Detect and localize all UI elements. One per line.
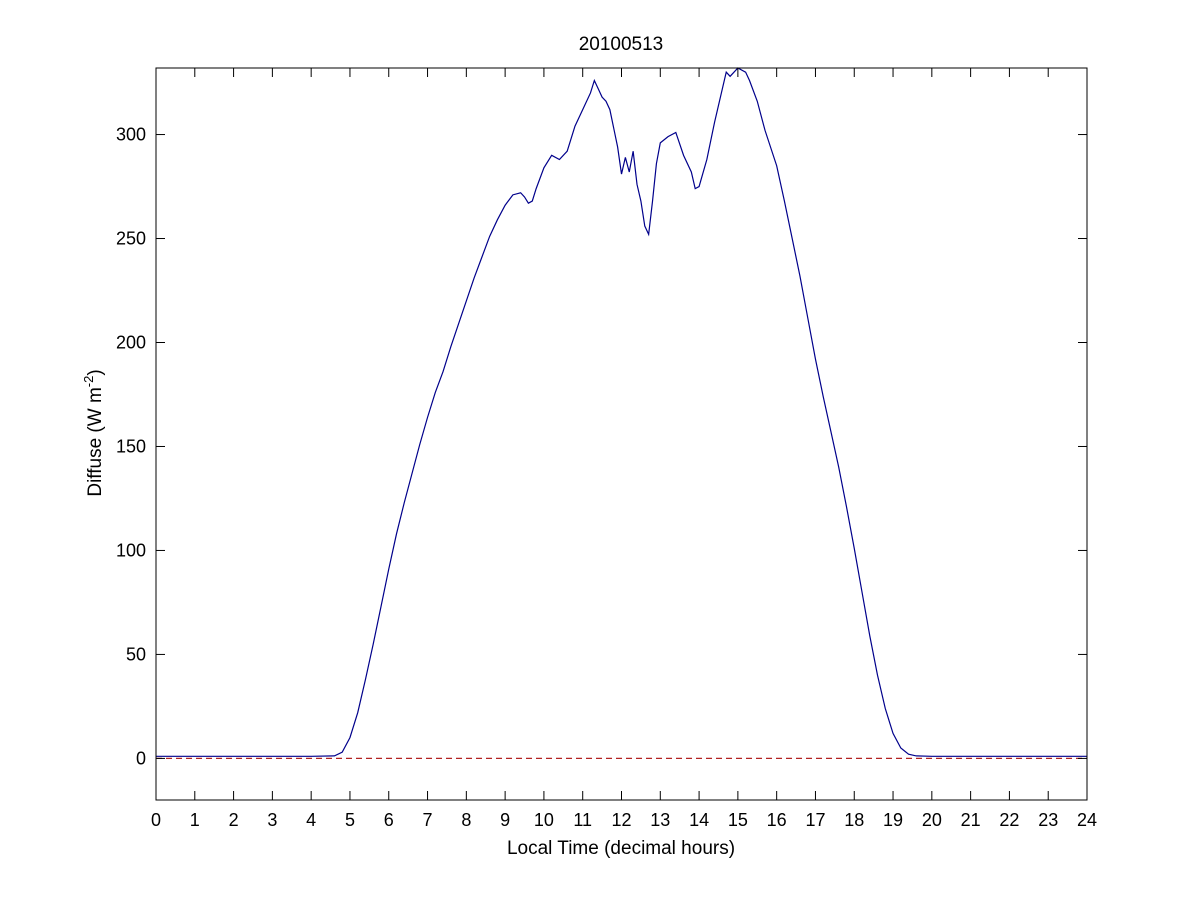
x-tick-label: 16 — [767, 810, 787, 830]
x-tick-label: 7 — [423, 810, 433, 830]
plot-area: 0 1 2 3 4 5 6 7 8 9 10 11 12 13 14 15 16 17 18 19 20 21 22 23 24… — [116, 67, 1097, 830]
x-tick-label: 15 — [728, 810, 748, 830]
x-tick-label: 3 — [267, 810, 277, 830]
x-tick-label: 0 — [151, 810, 161, 830]
x-tick-label: 21 — [961, 810, 981, 830]
y-tick-label: 150 — [116, 436, 146, 456]
x-axis-label: Local Time (decimal hours) — [507, 838, 735, 859]
x-tick-label: 6 — [384, 810, 394, 830]
y-axis-ticks: 0 50 100 150 200 250 300 — [116, 125, 1087, 768]
x-tick-label: 17 — [805, 810, 825, 830]
x-tick-label: 5 — [345, 810, 355, 830]
x-tick-label: 2 — [229, 810, 239, 830]
x-tick-label: 13 — [650, 810, 670, 830]
chart-title: 20100513 — [579, 34, 664, 55]
x-tick-label: 1 — [190, 810, 200, 830]
x-tick-label: 22 — [999, 810, 1019, 830]
y-tick-label: 200 — [116, 333, 146, 353]
x-tick-label: 23 — [1038, 810, 1058, 830]
y-tick-label: 50 — [126, 644, 146, 664]
series-layer — [156, 67, 1087, 760]
x-tick-label: 18 — [844, 810, 864, 830]
y-tick-label: 300 — [116, 125, 146, 145]
y-tick-label: 100 — [116, 540, 146, 560]
x-tick-label: 12 — [611, 810, 631, 830]
series-line-0 — [156, 67, 1087, 757]
y-axis-label-close: ) — [85, 369, 106, 375]
x-tick-label: 24 — [1077, 810, 1097, 830]
x-tick-label: 11 — [573, 810, 592, 830]
x-tick-label: 19 — [883, 810, 903, 830]
y-axis-label: Diffuse (W m-2) — [81, 369, 106, 496]
y-tick-label: 0 — [136, 748, 146, 768]
x-tick-label: 20 — [922, 810, 942, 830]
x-tick-label: 10 — [534, 810, 554, 830]
y-axis-label-main: Diffuse (W m — [85, 387, 106, 496]
x-tick-label: 8 — [461, 810, 471, 830]
x-tick-label: 9 — [500, 810, 510, 830]
x-tick-label: 14 — [689, 810, 709, 830]
y-axis-label-exponent: -2 — [81, 376, 96, 388]
y-tick-label: 250 — [116, 229, 146, 249]
x-axis-ticks: 0 1 2 3 4 5 6 7 8 9 10 11 12 13 14 15 16 17 18 19 20 21 22 23 24 — [151, 68, 1097, 830]
x-tick-label: 4 — [306, 810, 316, 830]
